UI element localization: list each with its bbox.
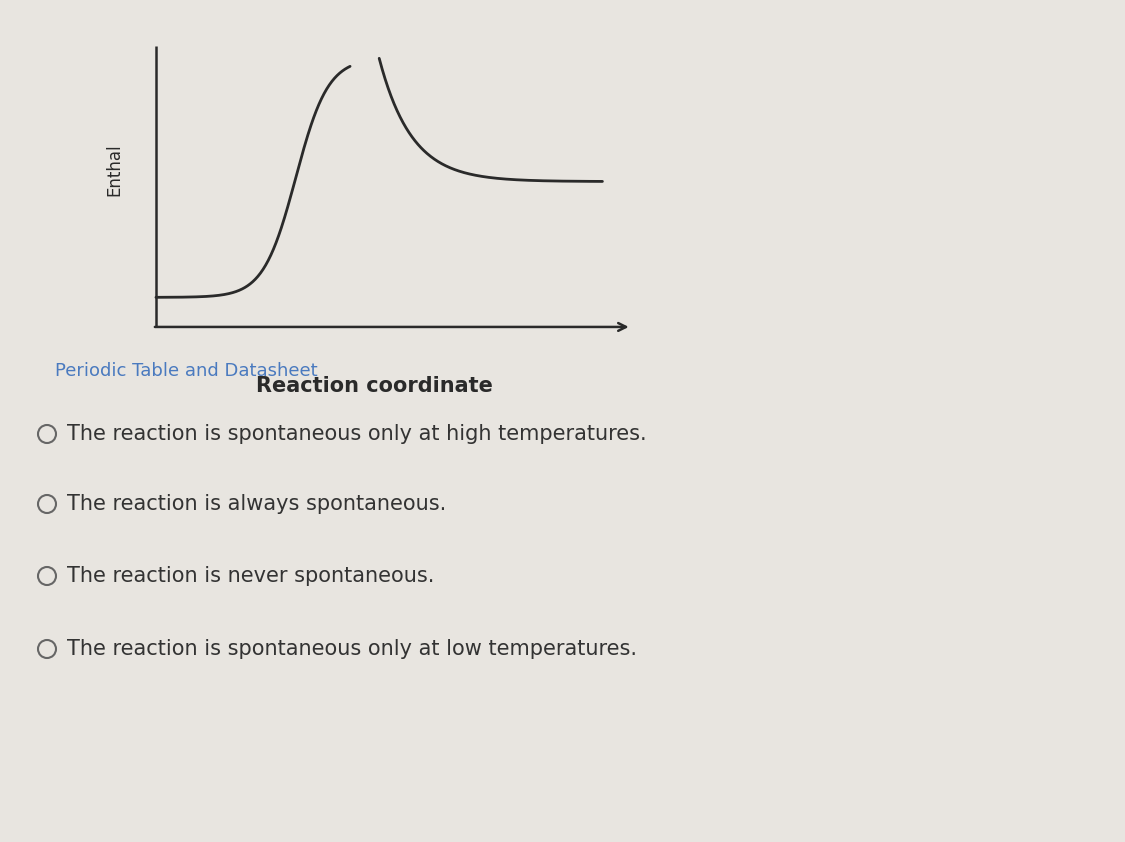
Text: The reaction is always spontaneous.: The reaction is always spontaneous. xyxy=(68,494,447,514)
Text: Periodic Table and Datasheet: Periodic Table and Datasheet xyxy=(55,362,317,380)
Text: The reaction is spontaneous only at low temperatures.: The reaction is spontaneous only at low … xyxy=(68,639,637,659)
Text: The reaction is never spontaneous.: The reaction is never spontaneous. xyxy=(68,566,434,586)
Text: Enthal: Enthal xyxy=(105,144,123,196)
Text: The reaction is spontaneous only at high temperatures.: The reaction is spontaneous only at high… xyxy=(68,424,647,444)
Text: Reaction coordinate: Reaction coordinate xyxy=(255,376,493,397)
